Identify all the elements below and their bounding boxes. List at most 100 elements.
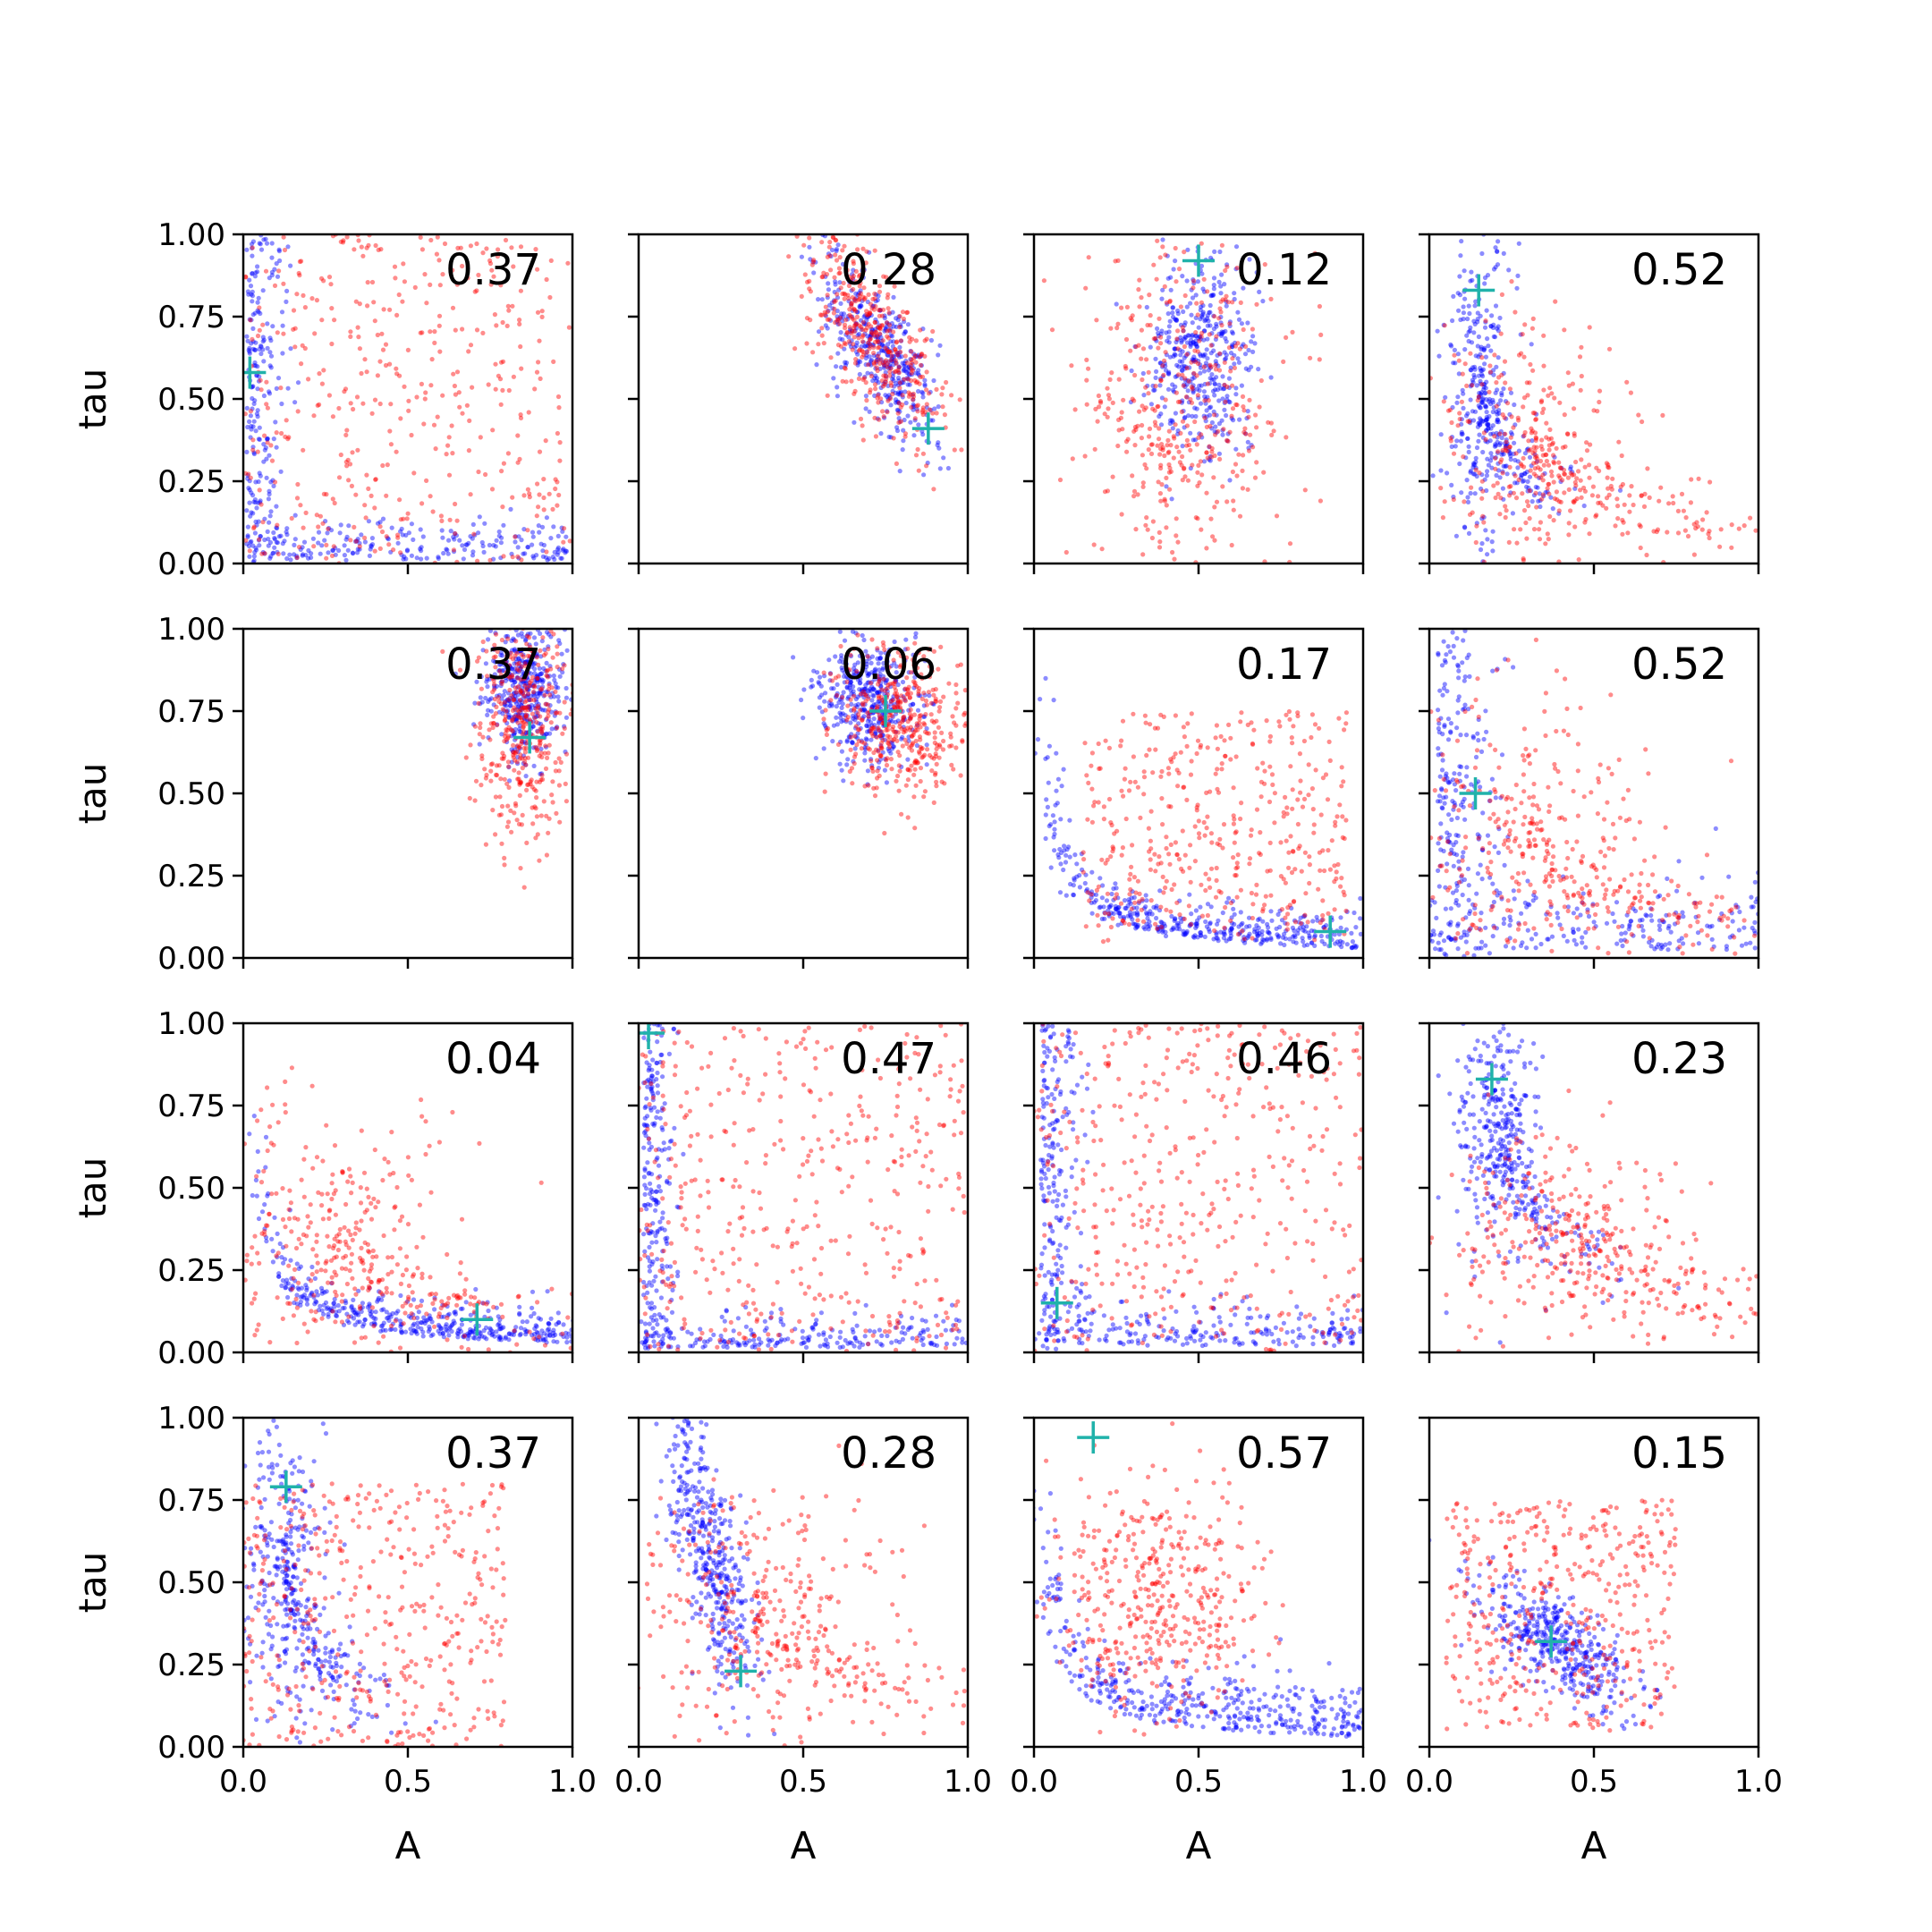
data-point xyxy=(1579,457,1584,462)
data-point xyxy=(911,433,917,438)
data-point xyxy=(849,691,854,697)
data-point xyxy=(828,267,834,273)
data-point xyxy=(380,462,386,469)
data-point xyxy=(1474,383,1479,388)
data-point xyxy=(876,749,881,754)
data-point xyxy=(512,715,517,720)
data-point xyxy=(922,658,928,664)
data-point xyxy=(1484,487,1489,494)
data-point xyxy=(1479,418,1484,423)
data-point xyxy=(1194,301,1199,306)
data-point xyxy=(490,675,496,681)
data-point xyxy=(1488,348,1494,353)
data-point xyxy=(960,738,965,743)
data-point xyxy=(1518,527,1523,532)
data-point xyxy=(1528,361,1533,368)
data-point xyxy=(852,307,857,312)
data-point xyxy=(887,394,893,400)
data-point xyxy=(850,314,855,319)
data-point xyxy=(1207,309,1212,316)
data-point xyxy=(843,342,848,347)
data-point xyxy=(877,689,882,695)
data-point xyxy=(832,306,837,311)
data-point xyxy=(1230,356,1235,361)
data-point xyxy=(500,319,505,326)
data-point xyxy=(1513,457,1518,463)
data-point xyxy=(510,555,515,560)
data-point xyxy=(424,301,429,306)
data-point xyxy=(253,340,258,345)
data-point xyxy=(492,312,498,318)
data-point xyxy=(261,359,267,364)
data-point xyxy=(1455,291,1461,296)
data-point xyxy=(250,239,256,244)
data-point xyxy=(1469,269,1474,275)
data-point xyxy=(503,731,508,736)
data-point xyxy=(1546,447,1552,453)
data-point xyxy=(531,787,538,792)
data-point xyxy=(852,717,858,723)
data-point xyxy=(1491,368,1496,373)
data-point xyxy=(1254,460,1259,465)
data-point xyxy=(1178,430,1183,436)
data-point xyxy=(869,726,874,732)
data-point xyxy=(1179,400,1184,405)
data-point xyxy=(247,345,252,351)
data-point xyxy=(1158,377,1164,383)
data-point xyxy=(516,770,521,775)
data-point xyxy=(526,782,531,787)
data-point xyxy=(405,511,411,516)
data-point xyxy=(895,700,901,706)
data-point xyxy=(1204,546,1209,551)
data-point xyxy=(1132,424,1138,430)
data-point xyxy=(1157,436,1162,442)
data-point xyxy=(355,547,360,552)
data-point xyxy=(488,721,494,726)
data-point xyxy=(1487,399,1492,404)
data-point xyxy=(893,347,898,352)
data-point xyxy=(1483,318,1488,324)
data-point xyxy=(1163,397,1168,402)
data-point xyxy=(1490,548,1496,554)
data-point xyxy=(901,428,906,433)
data-point xyxy=(854,326,860,331)
data-point xyxy=(1197,338,1202,343)
data-point xyxy=(887,396,894,402)
data-point xyxy=(911,794,917,800)
data-point xyxy=(523,762,529,767)
data-point xyxy=(1119,305,1124,310)
data-point xyxy=(890,681,895,686)
data-point xyxy=(388,442,394,447)
data-point xyxy=(509,733,514,739)
data-point xyxy=(1184,382,1190,387)
data-point xyxy=(1182,363,1187,369)
data-point xyxy=(1518,462,1523,467)
data-point xyxy=(1566,383,1572,388)
data-point xyxy=(864,724,869,729)
data-point xyxy=(436,258,442,263)
data-point xyxy=(504,720,510,726)
data-point xyxy=(1165,437,1171,443)
data-point xyxy=(1268,296,1274,301)
data-point xyxy=(252,549,258,555)
data-point xyxy=(330,547,335,554)
data-point xyxy=(863,708,869,714)
data-point xyxy=(1483,418,1488,423)
data-point xyxy=(1482,345,1487,351)
data-point xyxy=(545,667,550,673)
data-point xyxy=(941,455,946,461)
data-point xyxy=(878,695,885,700)
data-point xyxy=(514,743,521,749)
data-point xyxy=(1511,425,1516,430)
data-point xyxy=(470,553,476,558)
data-point xyxy=(898,404,903,410)
data-point xyxy=(1166,329,1172,335)
data-point xyxy=(497,662,503,667)
data-point xyxy=(1587,475,1592,480)
data-point xyxy=(1461,405,1466,411)
data-point xyxy=(506,698,512,703)
data-point xyxy=(1149,535,1155,541)
data-point xyxy=(365,303,370,309)
data-point xyxy=(1488,324,1494,329)
